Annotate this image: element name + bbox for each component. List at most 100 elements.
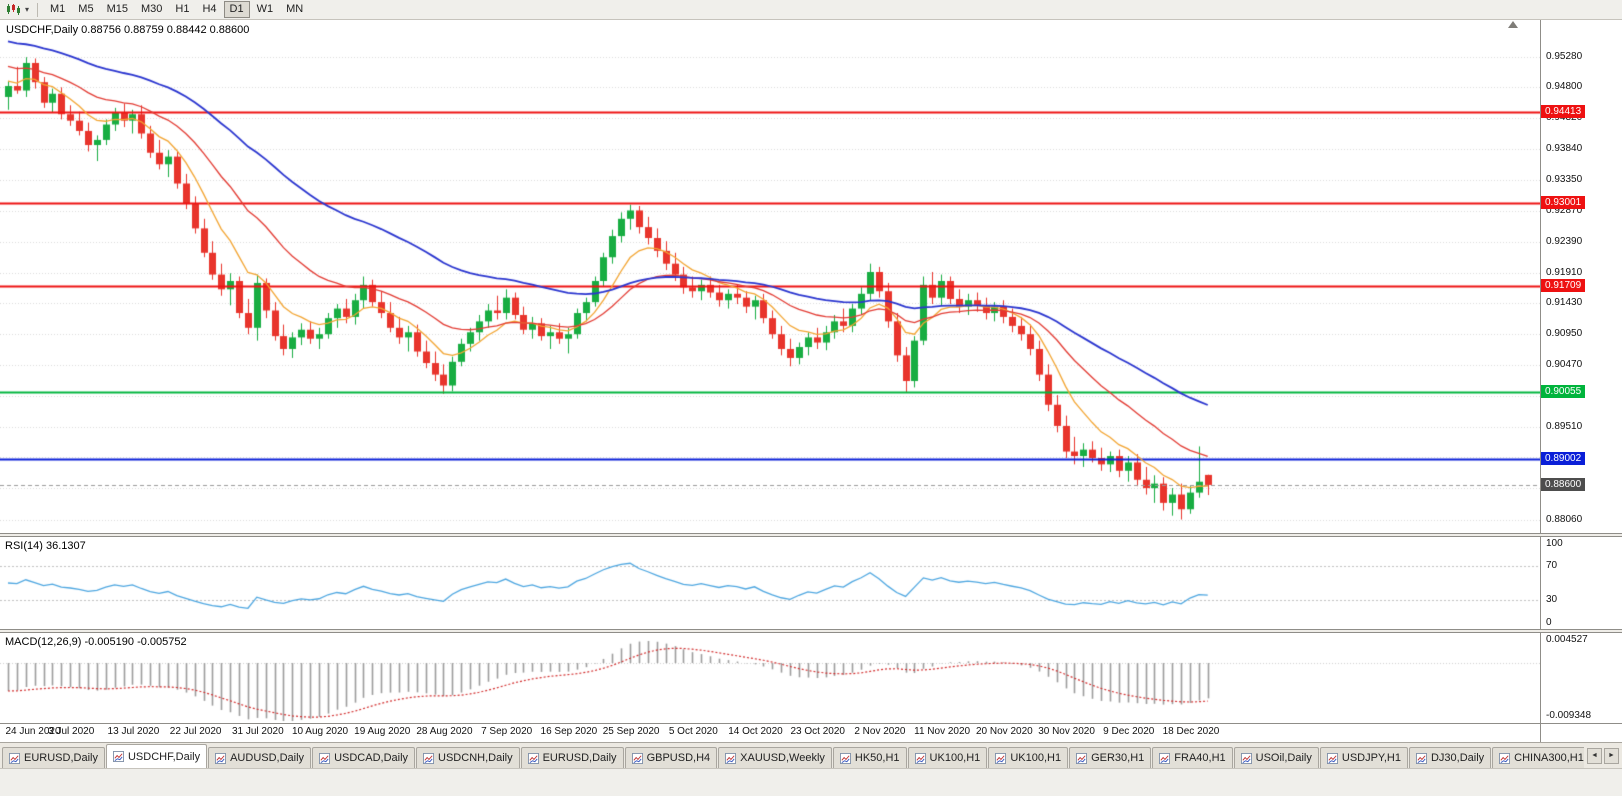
rsi-axis-tick: 100 (1546, 538, 1563, 549)
chart-tab[interactable]: HK50,H1 (832, 747, 907, 768)
price-axis-tick: 0.92390 (1546, 235, 1583, 247)
timeframe-button-w1[interactable]: W1 (251, 1, 280, 18)
chart-tab-label: USDCAD,Daily (334, 752, 409, 764)
timeframe-button-h1[interactable]: H1 (169, 1, 195, 18)
chart-tab[interactable]: USDCAD,Daily (312, 747, 416, 768)
chart-tab-icon (1076, 752, 1088, 764)
toolbar-separator (37, 2, 39, 17)
chart-shift-marker-icon[interactable] (1508, 21, 1518, 28)
chart-tab[interactable]: USDCNH,Daily (416, 747, 520, 768)
date-axis-label: 5 Oct 2020 (668, 726, 718, 737)
chart-tab[interactable]: AUDUSD,Daily (208, 747, 312, 768)
macd-pane-canvas[interactable] (0, 633, 1540, 723)
price-axis-tick: 0.95280 (1546, 50, 1583, 62)
price-axis-tick: 0.89510 (1546, 420, 1583, 432)
date-axis-label: 20 Nov 2020 (975, 726, 1033, 737)
chart-tab[interactable]: USOil,Daily (1233, 747, 1319, 768)
rsi-axis-tick: 30 (1546, 594, 1558, 606)
timeframe-button-m15[interactable]: M15 (101, 1, 134, 18)
chart-tabbar: EURUSD,Daily USDCHF,Daily AUDUSD,Daily USDC… (0, 742, 1622, 768)
price-axis-tick: 0.93840 (1546, 142, 1583, 154)
chart-tab-icon (839, 752, 851, 764)
date-axis-label: 3 Jul 2020 (48, 726, 95, 737)
price-axis-tick: 0.93350 (1546, 174, 1583, 186)
date-axis[interactable]: 24 Jun 2020 3 Jul 2020 13 Jul 2020 22 Jul 2… (0, 724, 1540, 742)
date-axis-label: 18 Dec 2020 (1162, 726, 1220, 737)
price-axis-tick: 0.94800 (1546, 81, 1583, 93)
chart-tab-icon (1415, 752, 1427, 764)
date-axis-label: 11 Nov 2020 (914, 726, 971, 737)
dropdown-caret-icon[interactable]: ▾ (25, 5, 30, 14)
tabs-container: EURUSD,Daily USDCHF,Daily AUDUSD,Daily USDC… (0, 743, 1584, 768)
date-axis-label: 13 Jul 2020 (107, 726, 160, 737)
chart-tab-label: EURUSD,Daily (24, 752, 98, 764)
price-axis-tick: 0.90950 (1546, 328, 1583, 340)
chart-ohlc-title: USDCHF,Daily 0.88756 0.88759 0.88442 0.8… (6, 24, 250, 36)
timeframe-button-h4[interactable]: H4 (196, 1, 222, 18)
date-axis-label: 23 Oct 2020 (790, 726, 845, 737)
chart-tab-icon (1240, 752, 1252, 764)
chart-tab-label: FRA40,H1 (1174, 752, 1226, 764)
chart-tab[interactable]: CHINA300,H1 (1492, 747, 1584, 768)
chart-area: USDCHF,Daily 0.88756 0.88759 0.88442 0.8… (0, 20, 1622, 742)
macd-indicator-label: MACD(12,26,9) -0.005190 -0.005752 (5, 636, 187, 648)
chart-tab-icon (9, 752, 20, 764)
toolbar: ▾ M1 M5 M15 M30 H1 H4 D1 W1 MN (0, 0, 1622, 20)
chart-tab[interactable]: XAUUSD,Weekly (718, 747, 832, 768)
chart-tab-label: USDJPY,H1 (1341, 752, 1401, 764)
chart-tab[interactable]: UK100,H1 (988, 747, 1069, 768)
chart-tab-label: UK100,H1 (1010, 752, 1062, 764)
date-axis-label: 31 Jul 2020 (231, 726, 284, 737)
price-axis-tick: 0.91430 (1546, 297, 1583, 309)
price-line-badge: 0.93001 (1541, 195, 1586, 209)
date-axis-label: 14 Oct 2020 (728, 726, 783, 737)
price-scale[interactable]: 0.952800.948000.943200.938400.933500.928… (1540, 20, 1622, 742)
chart-tab-label: UK100,H1 (929, 752, 981, 764)
chart-tab[interactable]: GBPUSD,H4 (624, 747, 718, 768)
chart-tab-label: AUDUSD,Daily (230, 752, 305, 764)
timeframe-button-d1[interactable]: D1 (223, 1, 250, 18)
pane-splitter[interactable] (0, 629, 1622, 633)
chart-tab[interactable]: GER30,H1 (1069, 747, 1152, 768)
chart-selector-icon[interactable] (4, 2, 22, 18)
timeframe-button-m1[interactable]: M1 (44, 1, 71, 18)
rsi-pane-canvas[interactable] (0, 537, 1540, 629)
date-axis-label: 24 Jun 2020 (5, 726, 61, 737)
tabbar-scroll-right-button[interactable]: ► (1604, 748, 1619, 764)
price-axis-tick: 0.91910 (1546, 266, 1583, 278)
price-axis-tick: 0.92870 (1546, 205, 1583, 217)
chart-tab[interactable]: UK100,H1 (907, 747, 988, 768)
chart-tab-label: GBPUSD,H4 (646, 752, 711, 764)
date-axis-label: 19 Aug 2020 (354, 726, 411, 737)
timeframe-button-m30[interactable]: M30 (135, 1, 168, 18)
chart-tab-label: XAUUSD,Weekly (740, 752, 825, 764)
date-axis-label: 22 Jul 2020 (169, 726, 222, 737)
pane-splitter[interactable] (0, 533, 1622, 537)
tabbar-nav: ◄ ► (1584, 745, 1622, 768)
chart-tab[interactable]: EURUSD,Daily (2, 747, 105, 768)
tabbar-scroll-left-button[interactable]: ◄ (1587, 748, 1602, 764)
chart-tab-label: USDCNH,Daily (438, 752, 513, 764)
chart-tab[interactable]: DJ30,Daily (1408, 747, 1492, 768)
price-axis-tick: 0.88060 (1546, 513, 1583, 525)
current-price-badge: 0.88600 (1541, 477, 1586, 491)
date-axis-label: 7 Sep 2020 (481, 726, 533, 737)
chart-tab-label: GER30,H1 (1091, 752, 1145, 764)
chart-tab-label: USOil,Daily (1255, 752, 1312, 764)
date-axis-border (0, 723, 1622, 724)
rsi-axis-tick: 0 (1546, 617, 1552, 628)
rsi-axis-tick: 70 (1546, 559, 1558, 571)
date-axis-label: 2 Nov 2020 (854, 726, 906, 737)
chart-tab[interactable]: FRA40,H1 (1152, 747, 1233, 768)
chart-tab-icon (631, 752, 643, 764)
timeframe-button-mn[interactable]: MN (280, 1, 309, 18)
price-pane-canvas[interactable] (0, 20, 1540, 533)
chart-tab[interactable]: USDCHF,Daily (105, 744, 208, 768)
chart-tab-label: CHINA300,H1 (1514, 752, 1584, 764)
date-axis-label: 28 Aug 2020 (416, 726, 473, 737)
chart-tab-label: USDCHF,Daily (127, 750, 201, 763)
timeframe-button-m5[interactable]: M5 (72, 1, 99, 18)
chart-tab[interactable]: EURUSD,Daily (520, 747, 624, 768)
chart-tab-label: EURUSD,Daily (542, 752, 617, 764)
chart-tab[interactable]: USDJPY,H1 (1319, 747, 1408, 768)
